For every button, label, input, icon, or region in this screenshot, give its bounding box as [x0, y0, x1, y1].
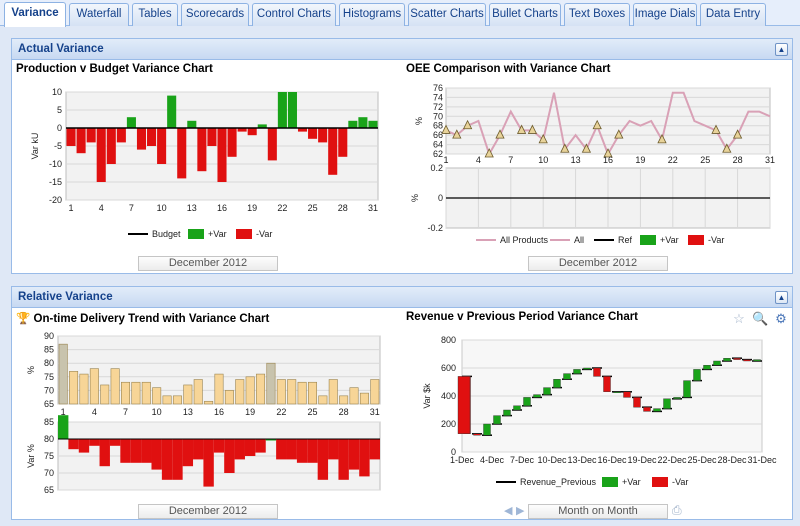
tab-bar: Variance Waterfall Tables Scorecards Control… — [0, 0, 800, 27]
tab-scorecards[interactable]: Scorecards — [181, 3, 249, 26]
panel-title-actual: Actual Variance — [18, 43, 104, 55]
collapse-icon[interactable]: ▲ — [775, 43, 788, 56]
chart1-title: Production v Budget Variance Chart — [16, 63, 213, 75]
prev-arrow-icon[interactable]: ◀ — [504, 505, 513, 517]
tab-waterfall[interactable]: Waterfall — [69, 3, 129, 26]
chart1-date-selector[interactable]: December 2012 — [138, 256, 278, 271]
panel-title-relative: Relative Variance — [18, 291, 113, 303]
favorite-star-icon[interactable]: ☆ — [733, 311, 745, 326]
chart2-date-selector[interactable]: December 2012 — [528, 256, 668, 271]
tab-histograms[interactable]: Histograms — [339, 3, 405, 26]
panel-header-relative: Relative Variance ▲ — [12, 287, 792, 308]
chart3-title: 🏆 On-time Delivery Trend with Variance C… — [16, 311, 269, 325]
tab-tables[interactable]: Tables — [132, 3, 178, 26]
print-icon[interactable]: ⎙ — [672, 503, 682, 517]
tab-control-charts[interactable]: Control Charts — [252, 3, 336, 26]
chart3-date-selector[interactable]: December 2012 — [138, 504, 278, 519]
trophy-icon: 🏆 — [16, 313, 31, 325]
chart3-title-text: On-time Delivery Trend with Variance Cha… — [33, 313, 270, 325]
tab-bullet-charts[interactable]: Bullet Charts — [489, 3, 561, 26]
next-arrow-icon[interactable]: ▶ — [516, 505, 525, 517]
tab-scatter-charts[interactable]: Scatter Charts — [408, 3, 486, 26]
panel-header-actual: Actual Variance ▲ — [12, 39, 792, 60]
tab-variance[interactable]: Variance — [4, 2, 66, 27]
tab-image-dials[interactable]: Image Dials — [633, 3, 697, 26]
tab-data-entry[interactable]: Data Entry — [700, 3, 766, 26]
settings-icon[interactable]: ⚙ — [775, 311, 787, 326]
tab-text-boxes[interactable]: Text Boxes — [564, 3, 630, 26]
zoom-icon[interactable]: 🔍 — [752, 311, 769, 326]
chart4-title: Revenue v Previous Period Variance Chart — [406, 311, 639, 323]
collapse-icon[interactable]: ▲ — [775, 291, 788, 304]
chart2-title: OEE Comparison with Variance Chart — [406, 63, 611, 75]
period-selector[interactable]: Month on Month — [528, 504, 668, 519]
